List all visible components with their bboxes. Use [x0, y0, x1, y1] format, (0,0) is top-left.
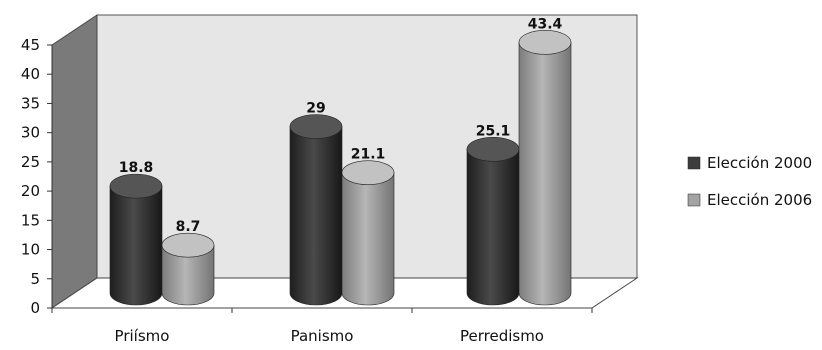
- data-label: 25.1: [476, 123, 511, 139]
- x-tick-label: Priísmo: [115, 327, 170, 345]
- x-axis-labels: Priísmo Panismo Perredismo: [115, 327, 544, 345]
- legend-swatch: [687, 193, 701, 207]
- y-tick-label: 10: [21, 241, 40, 259]
- y-tick-label: 30: [21, 124, 40, 142]
- legend: Elección 2000 Elección 2006: [687, 154, 812, 209]
- bar-series-1-0: [109, 173, 163, 306]
- legend-label: Elección 2006: [707, 191, 812, 209]
- data-label: 29: [306, 101, 325, 117]
- x-tick-label: Perredismo: [460, 327, 544, 345]
- bar-series-2-1: [341, 160, 395, 306]
- data-label: 8.7: [176, 219, 201, 235]
- legend-label: Elección 2000: [707, 154, 812, 172]
- bar-series-1-2: [466, 137, 520, 306]
- y-tick-label: 15: [21, 211, 40, 229]
- y-tick-label: 35: [21, 94, 40, 112]
- y-tick-label: 45: [21, 36, 40, 54]
- data-label: 21.1: [351, 147, 386, 163]
- side-wall: [51, 14, 98, 309]
- y-axis: 0 5 10 15 20 25 30 35 40 45: [21, 36, 593, 317]
- y-tick-label: 0: [30, 299, 40, 317]
- bars: 18.8 8.7 29 21.1 25.1 43.4: [109, 16, 572, 306]
- x-tick-label: Panismo: [291, 327, 354, 345]
- bar-series-2-2: [518, 30, 572, 306]
- legend-swatch: [687, 156, 701, 170]
- data-label: 18.8: [119, 160, 154, 176]
- y-tick-label: 20: [21, 182, 40, 200]
- data-label: 43.4: [528, 16, 563, 32]
- y-tick-label: 5: [30, 270, 40, 288]
- y-tick-label: 40: [21, 65, 40, 83]
- bar-series-1-1: [289, 114, 343, 306]
- y-tick-label: 25: [21, 153, 40, 171]
- bar-series-2-0: [161, 232, 215, 306]
